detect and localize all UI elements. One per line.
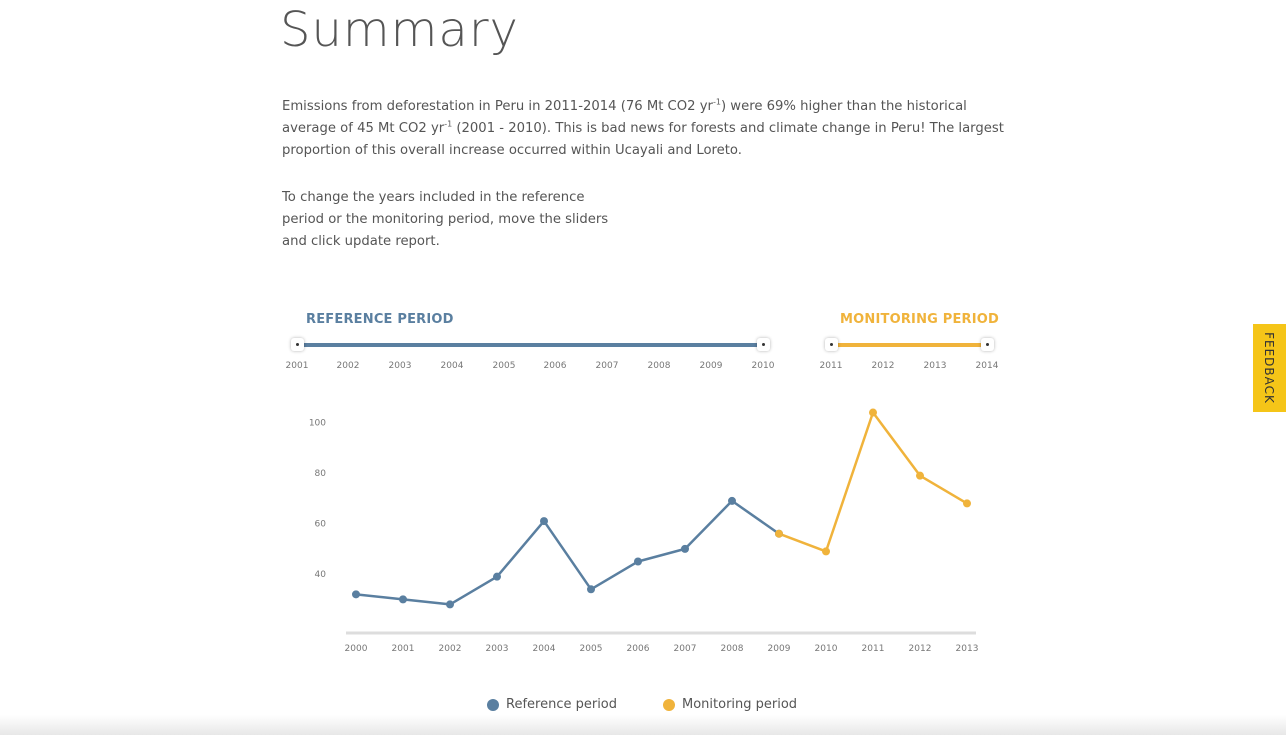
data-point-reference [399, 595, 407, 604]
bottom-shadow [0, 715, 1286, 735]
summary-paragraph: Emissions from deforestation in Peru in … [282, 96, 1012, 162]
series-line-monitoring [778, 411, 968, 553]
data-point-monitoring [963, 499, 971, 508]
unit-exponent: -1 [444, 119, 453, 129]
instruction-paragraph: To change the years included in the refe… [282, 190, 609, 249]
data-point-reference [352, 590, 360, 599]
legend-monitoring: Monitoring period [663, 697, 797, 712]
data-point-monitoring [869, 408, 877, 417]
monitoring-period-label: MONITORING PERIOD [840, 312, 1000, 327]
x-tick-label: 2006 [627, 644, 650, 654]
monitoring-year-tick: 2014 [975, 361, 999, 371]
monitoring-year-tick: 2012 [871, 361, 895, 371]
reference-year-tick: 2004 [440, 361, 464, 371]
reference-end-handle[interactable] [757, 338, 770, 351]
reference-year-tick: 2010 [751, 361, 775, 371]
x-tick-label: 2009 [768, 644, 791, 654]
monitoring-end-handle[interactable] [981, 338, 994, 351]
reference-year-tick: 2008 [647, 361, 671, 371]
reference-year-tick: 2007 [595, 361, 619, 371]
reference-year-tick: 2003 [388, 361, 412, 371]
reference-slider-track[interactable] [297, 343, 763, 347]
data-point-monitoring [775, 529, 783, 538]
y-tick-label: 40 [315, 570, 327, 580]
feedback-label: FEEDBACK [1262, 332, 1276, 404]
feedback-button[interactable]: FEEDBACK [1253, 324, 1286, 412]
page-title: Summary [280, 2, 519, 58]
summary-text-part: ) were 69% higher than the historical av… [282, 99, 967, 136]
unit-exponent: -1 [712, 97, 721, 107]
data-point-reference [681, 544, 689, 553]
x-tick-label: 2012 [909, 644, 932, 654]
data-point-reference [728, 496, 736, 505]
y-tick-label: 80 [315, 469, 327, 479]
data-point-reference [540, 517, 548, 526]
reference-year-tick: 2001 [285, 361, 309, 371]
monitoring-slider-track[interactable] [831, 343, 987, 347]
monitoring-year-tick: 2013 [923, 361, 947, 371]
summary-text-part: Emissions from deforestation in Peru in … [282, 99, 713, 114]
legend-monitoring-label: Monitoring period [682, 697, 798, 712]
data-point-monitoring [822, 547, 830, 556]
reference-start-handle[interactable] [291, 338, 304, 351]
data-point-reference [587, 585, 595, 594]
x-tick-label: 2001 [392, 644, 415, 654]
reference-year-tick: 2006 [543, 361, 567, 371]
x-tick-label: 2004 [533, 644, 556, 654]
x-tick-label: 2008 [721, 644, 744, 654]
x-tick-label: 2011 [862, 644, 885, 654]
series-line-reference [355, 499, 780, 606]
x-tick-label: 2005 [580, 644, 603, 654]
x-tick-label: 2010 [815, 644, 838, 654]
x-tick-label: 2007 [674, 644, 697, 654]
summary-text-part: (2001 - 2010). This is bad news for fore… [282, 121, 1004, 158]
legend-dot-icon [487, 698, 499, 711]
y-tick-label: 60 [315, 520, 327, 530]
x-tick-label: 2000 [345, 644, 368, 654]
reference-year-tick: 2002 [336, 361, 360, 371]
legend-reference: Reference period [487, 697, 617, 712]
reference-period-label: REFERENCE PERIOD [306, 312, 454, 327]
data-point-monitoring [916, 471, 924, 480]
monitoring-year-tick: 2011 [819, 361, 843, 371]
data-point-reference [493, 572, 501, 581]
y-tick-label: 100 [309, 419, 326, 429]
monitoring-start-handle[interactable] [825, 338, 838, 351]
reference-year-tick: 2009 [699, 361, 723, 371]
x-tick-label: 2013 [956, 644, 979, 654]
data-point-reference [634, 557, 642, 566]
reference-year-tick: 2005 [492, 361, 516, 371]
x-tick-label: 2002 [439, 644, 462, 654]
legend-reference-label: Reference period [506, 697, 618, 712]
legend-dot-icon [663, 698, 675, 711]
x-tick-label: 2003 [486, 644, 509, 654]
data-point-reference [446, 600, 454, 609]
